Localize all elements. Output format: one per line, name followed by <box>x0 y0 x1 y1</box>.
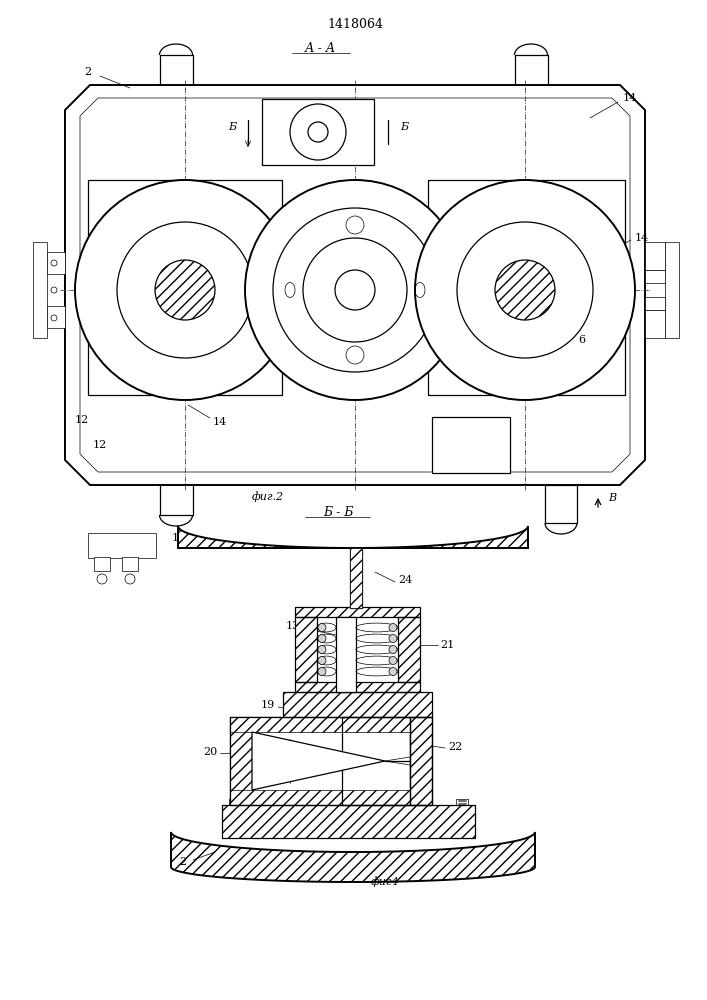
Circle shape <box>245 180 465 400</box>
Circle shape <box>457 222 593 358</box>
Text: 19: 19 <box>261 700 275 710</box>
Bar <box>410 717 432 805</box>
Bar <box>47 306 65 328</box>
Bar <box>122 557 138 571</box>
Circle shape <box>495 260 555 320</box>
Bar <box>428 180 625 395</box>
Bar <box>222 805 475 838</box>
Text: А - А: А - А <box>305 41 336 54</box>
Bar <box>88 180 282 395</box>
Bar <box>336 617 356 692</box>
Circle shape <box>389 624 397 632</box>
Bar <box>295 682 420 692</box>
Circle shape <box>303 238 407 342</box>
Circle shape <box>335 270 375 310</box>
Text: фиг.2: фиг.2 <box>252 492 284 502</box>
Bar <box>222 805 475 838</box>
Text: Б: Б <box>228 122 236 132</box>
Circle shape <box>290 104 346 160</box>
Bar <box>295 682 420 692</box>
Text: 14: 14 <box>213 417 227 427</box>
Text: 21: 21 <box>440 640 455 650</box>
Text: 6: 6 <box>578 335 585 345</box>
Bar <box>283 692 432 717</box>
Circle shape <box>389 646 397 654</box>
Text: 14: 14 <box>635 233 649 243</box>
Bar <box>398 617 420 682</box>
Text: 14: 14 <box>623 93 637 103</box>
Bar <box>645 270 665 283</box>
Bar <box>350 548 362 608</box>
Bar <box>545 485 577 523</box>
Bar <box>230 717 410 805</box>
Circle shape <box>389 668 397 676</box>
Circle shape <box>318 624 326 632</box>
Bar <box>230 717 410 732</box>
Text: Б - Б: Б - Б <box>323 506 354 518</box>
Polygon shape <box>65 85 645 485</box>
Bar <box>645 310 665 338</box>
Circle shape <box>75 180 295 400</box>
Circle shape <box>155 260 215 320</box>
Bar <box>350 548 362 608</box>
Text: 13: 13 <box>286 621 300 631</box>
Circle shape <box>117 222 253 358</box>
Bar <box>295 617 317 682</box>
Bar <box>410 717 432 805</box>
Bar <box>295 617 317 682</box>
Text: фиг4: фиг4 <box>370 877 399 887</box>
Circle shape <box>318 656 326 664</box>
Bar <box>295 607 420 617</box>
Circle shape <box>273 208 437 372</box>
Text: 20: 20 <box>203 747 217 757</box>
Text: 1418064: 1418064 <box>327 18 383 31</box>
Bar <box>230 790 410 805</box>
Polygon shape <box>171 832 535 882</box>
Text: 12: 12 <box>75 415 89 425</box>
Bar <box>94 557 110 571</box>
Bar <box>230 717 252 805</box>
Bar <box>645 297 665 310</box>
Text: 2: 2 <box>84 67 92 77</box>
Bar <box>88 533 156 558</box>
Text: Б: Б <box>400 122 408 132</box>
Bar <box>262 99 374 165</box>
Polygon shape <box>178 526 528 548</box>
Text: 24: 24 <box>398 575 412 585</box>
Circle shape <box>318 668 326 676</box>
Bar <box>283 692 432 717</box>
Bar <box>665 242 679 338</box>
Bar <box>295 607 420 617</box>
Bar <box>432 417 510 473</box>
Bar <box>645 242 665 270</box>
Bar <box>47 252 65 274</box>
Text: 12: 12 <box>93 440 107 450</box>
Bar <box>230 717 410 805</box>
Circle shape <box>415 180 635 400</box>
Circle shape <box>389 635 397 643</box>
Text: 2: 2 <box>180 857 187 867</box>
Text: 22: 22 <box>448 742 462 752</box>
Polygon shape <box>252 732 385 790</box>
Text: В: В <box>608 493 616 503</box>
Circle shape <box>318 646 326 654</box>
Bar <box>398 617 420 682</box>
Circle shape <box>318 635 326 643</box>
Circle shape <box>308 122 328 142</box>
Bar <box>342 717 432 805</box>
Bar <box>33 242 47 338</box>
Circle shape <box>389 656 397 664</box>
Text: 1: 1 <box>171 533 179 543</box>
